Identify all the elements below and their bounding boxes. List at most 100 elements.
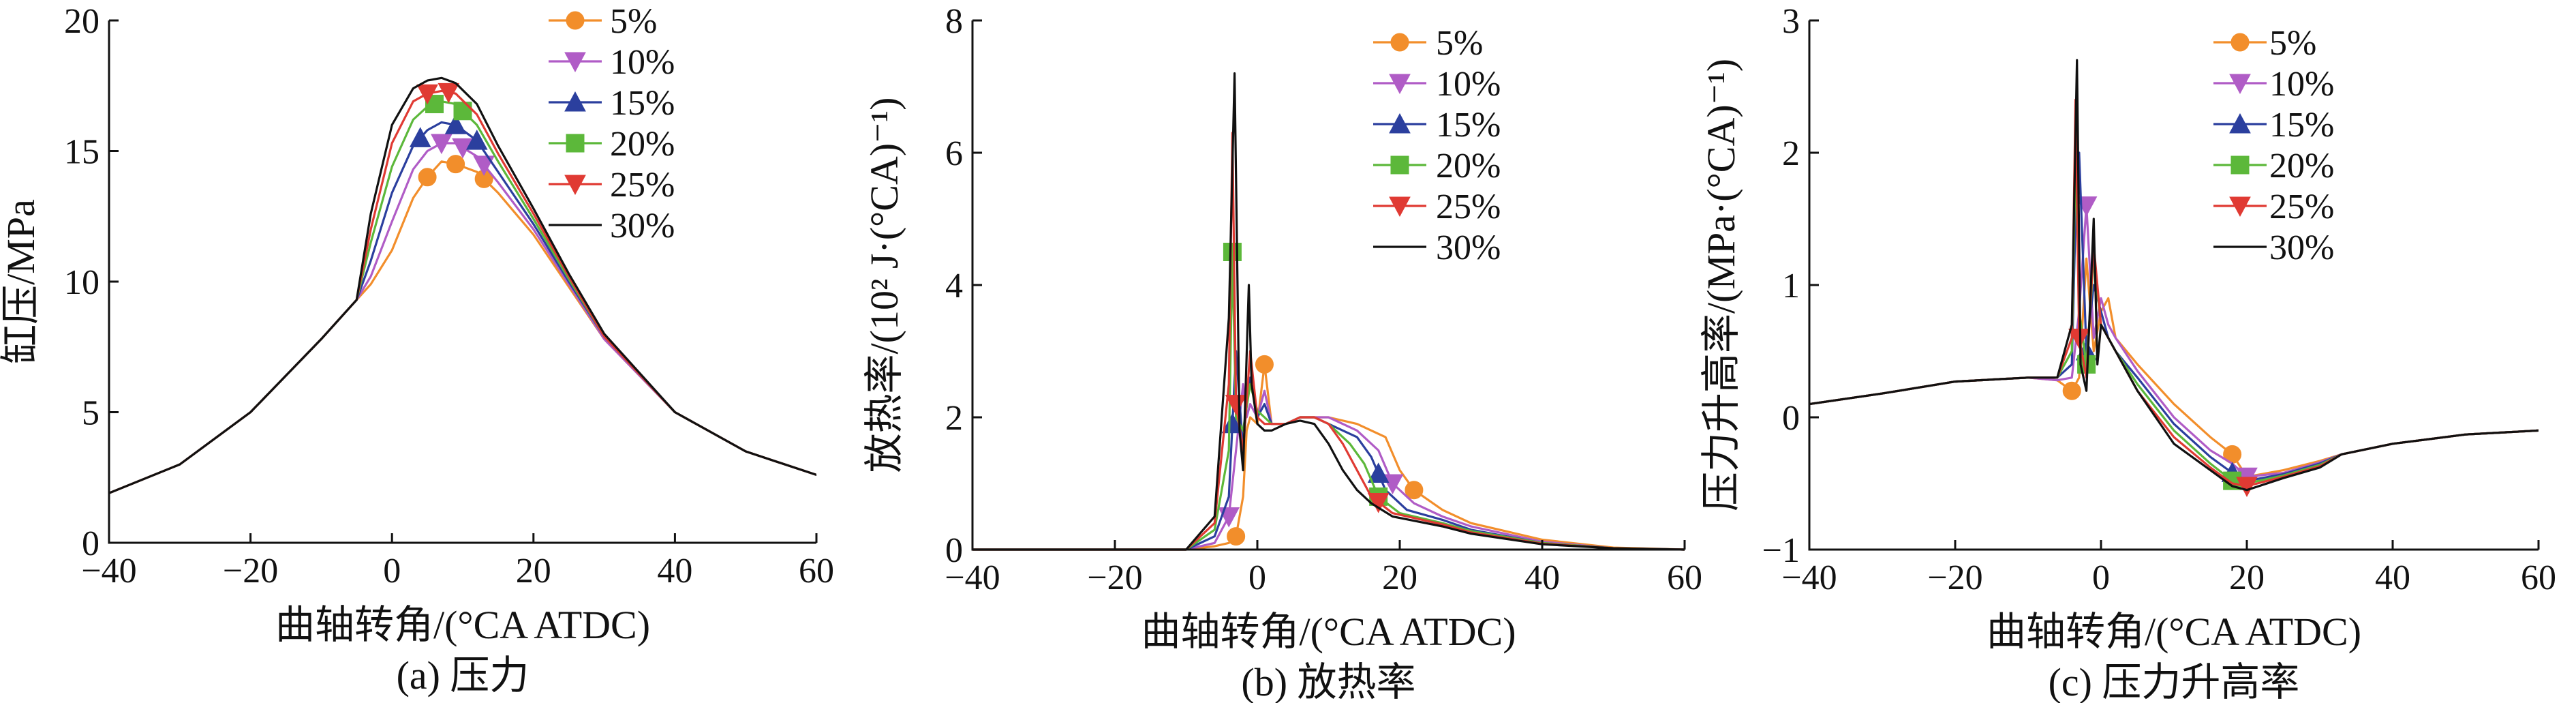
series-line-2 <box>972 383 1685 551</box>
y-tick-label: 1 <box>1782 267 1800 305</box>
y-tick-label: 6 <box>945 134 963 173</box>
legend-marker-5 <box>2229 196 2251 218</box>
series-line-5 <box>972 132 1685 551</box>
x-tick-label: 20 <box>516 552 551 590</box>
legend: 5%10%15%20%25%30% <box>549 2 675 245</box>
series-marker-2-2 <box>1381 474 1404 495</box>
series-marker-2-1 <box>431 134 453 155</box>
series-marker-3-1 <box>409 127 431 147</box>
legend-label-6: 30% <box>610 207 675 245</box>
y-tick-label: 5 <box>82 394 99 433</box>
legend-marker-3 <box>564 91 586 112</box>
legend-label-2: 10% <box>610 43 675 82</box>
x-tick-label: −40 <box>81 552 136 590</box>
legend-label-3: 15% <box>2269 106 2334 145</box>
y-tick-label: 0 <box>82 524 99 563</box>
series-marker-3-1 <box>1221 413 1244 434</box>
y-tick-label: 0 <box>1782 399 1800 438</box>
y-tick-label: 8 <box>945 2 963 41</box>
x-tick-label: −20 <box>1927 558 1982 597</box>
series-marker-1-1 <box>1227 527 1246 546</box>
legend-label-2: 10% <box>2269 65 2334 104</box>
legend-marker-1 <box>2230 33 2250 52</box>
series-marker-1-3 <box>1405 481 1424 500</box>
legend: 5%10%15%20%25%30% <box>2213 24 2334 267</box>
panel-a-pressure: −40 −20 0 20 40 60 0 5 10 15 20 曲轴转角/(°CA ATDC) 缸压/M… <box>0 2 834 698</box>
y-tick-label: 2 <box>1782 134 1800 173</box>
series-marker-3-2 <box>444 114 467 134</box>
legend-marker-2 <box>1389 74 1411 95</box>
legend-marker-1 <box>1390 33 1409 52</box>
series-marker-3-3 <box>465 130 488 150</box>
legend-label-4: 20% <box>1436 147 1501 185</box>
series-marker-5-2 <box>1367 492 1390 513</box>
y-axis-title: 放热率/(10² J·(°CA)⁻¹) <box>862 98 906 473</box>
x-tick-label: −40 <box>1781 558 1837 597</box>
legend-label-2: 10% <box>1436 65 1501 104</box>
series-marker-1-2 <box>1255 355 1274 374</box>
legend-marker-1 <box>566 11 585 30</box>
panel-caption: (c) 压力升高率 <box>2049 660 2300 703</box>
legend-marker-3 <box>1389 113 1411 134</box>
series-line-2 <box>109 142 816 494</box>
legend-label-5: 25% <box>610 166 675 205</box>
x-tick-label: 0 <box>1248 558 1266 597</box>
x-tick-label: 60 <box>799 552 834 590</box>
legend-label-6: 30% <box>1436 228 1501 267</box>
legend-label-5: 25% <box>1436 188 1501 226</box>
y-axis-title: 压力升高率/(MPa·(°CA)⁻¹) <box>1699 59 1743 511</box>
y-tick-label: 20 <box>64 2 99 41</box>
legend-label-1: 5% <box>1436 24 1483 63</box>
y-tick-label: 10 <box>64 263 99 302</box>
series-line-6 <box>1809 59 2539 492</box>
panel-caption: (b) 放热率 <box>1241 660 1415 703</box>
series-marker-4-1 <box>1223 243 1242 261</box>
x-tick-label: 0 <box>2092 558 2110 597</box>
y-tick-label: 2 <box>945 399 963 438</box>
series-marker-5-2 <box>438 83 460 104</box>
y-tick-label: 4 <box>945 267 963 305</box>
legend-label-4: 20% <box>2269 147 2334 185</box>
legend-marker-4 <box>1390 155 1409 175</box>
series-marker-5-1 <box>416 84 438 105</box>
y-tick-label: −1 <box>1762 531 1800 570</box>
y-tick-label: 0 <box>945 531 963 570</box>
series-line-6 <box>972 72 1685 551</box>
x-tick-label: 40 <box>2375 558 2410 597</box>
x-axis-title: 曲轴转角/(°CA ATDC) <box>1987 610 2361 654</box>
series-line-4 <box>1809 151 2539 485</box>
series-marker-1-2 <box>446 155 465 174</box>
legend-marker-2 <box>564 52 586 73</box>
x-axis-title: 曲轴转角/(°CA ATDC) <box>1141 610 1516 654</box>
plot-area <box>972 72 1685 551</box>
legend-label-4: 20% <box>610 125 675 164</box>
x-tick-label: −20 <box>1087 558 1142 597</box>
series-marker-5-1 <box>1225 395 1247 415</box>
x-axis-title: 曲轴转角/(°CA ATDC) <box>275 603 650 647</box>
x-tick-label: 20 <box>2229 558 2265 597</box>
legend-label-6: 30% <box>2269 228 2334 267</box>
legend-label-1: 5% <box>2269 24 2316 63</box>
x-tick-label: −40 <box>945 558 1000 597</box>
x-tick-label: −20 <box>223 552 278 590</box>
legend-marker-4 <box>2230 155 2250 175</box>
legend-marker-2 <box>2229 74 2251 95</box>
legend-marker-3 <box>2229 113 2251 134</box>
legend-marker-4 <box>566 134 585 153</box>
legend-label-3: 15% <box>610 84 675 123</box>
panel-b-heat-release-rate: −40 −20 0 20 40 60 0 2 4 6 8 曲轴转角/(°CA ATDC) 放热率/(10… <box>862 2 1702 703</box>
x-tick-label: 20 <box>1382 558 1417 597</box>
x-tick-label: 40 <box>1524 558 1560 597</box>
series-line-4 <box>972 250 1685 551</box>
legend-label-1: 5% <box>610 2 657 41</box>
y-tick-label: 3 <box>1782 2 1800 41</box>
y-axis-title: 缸压/MPa <box>0 199 43 364</box>
series-marker-4-1 <box>425 95 444 114</box>
panel-caption: (a) 压力 <box>397 653 530 698</box>
legend-marker-5 <box>564 175 586 196</box>
plot-area <box>109 76 816 494</box>
panel-c-pressure-rise-rate: −40 −20 0 20 40 60 −1 0 1 2 3 曲轴转角/(°CA ATDC) 压力升高率/… <box>1699 2 2556 703</box>
x-tick-label: 0 <box>383 552 401 590</box>
y-tick-label: 15 <box>64 133 99 172</box>
